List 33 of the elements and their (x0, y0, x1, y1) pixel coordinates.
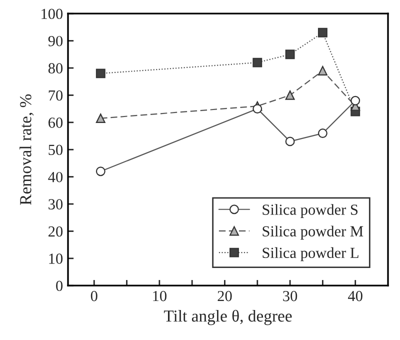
legend-label: Silica powder L (262, 247, 358, 262)
y-tick-label: 0 (56, 280, 63, 292)
point (96, 114, 106, 124)
point (318, 66, 328, 76)
x-tick-label: 10 (153, 290, 166, 302)
y-tick-label: 60 (48, 118, 63, 128)
x-tick-label: 20 (218, 290, 232, 302)
point (96, 68, 106, 78)
point (285, 50, 295, 60)
y-tick-label: 100 (42, 8, 63, 20)
legend-label: Silica powder M (262, 226, 364, 240)
y-tick-label: 30 (48, 199, 63, 210)
y-tick-label: 80 (48, 63, 63, 74)
point (350, 96, 360, 106)
y-tick-label: 70 (48, 90, 63, 101)
y-tick-label: 20 (48, 226, 63, 237)
point (318, 28, 328, 38)
x-tick-label: 30 (283, 290, 298, 302)
y-tick-label: 50 (48, 144, 63, 156)
point (252, 58, 262, 68)
point (252, 104, 262, 114)
x-axis-title: Tilt angle θ, degree (164, 310, 292, 326)
point (96, 166, 106, 176)
point (285, 90, 295, 100)
point (285, 136, 295, 146)
y-tick-label: 90 (48, 36, 63, 46)
y-tick-label: 10 (49, 254, 63, 264)
y-axis-title: Removal rate, % (20, 94, 34, 205)
x-tick-label: 0 (90, 290, 98, 302)
point (318, 128, 328, 138)
y-tick-label: 40 (48, 172, 63, 182)
legend-label: Silica powder S (262, 204, 358, 218)
x-tick-label: 40 (348, 290, 362, 302)
